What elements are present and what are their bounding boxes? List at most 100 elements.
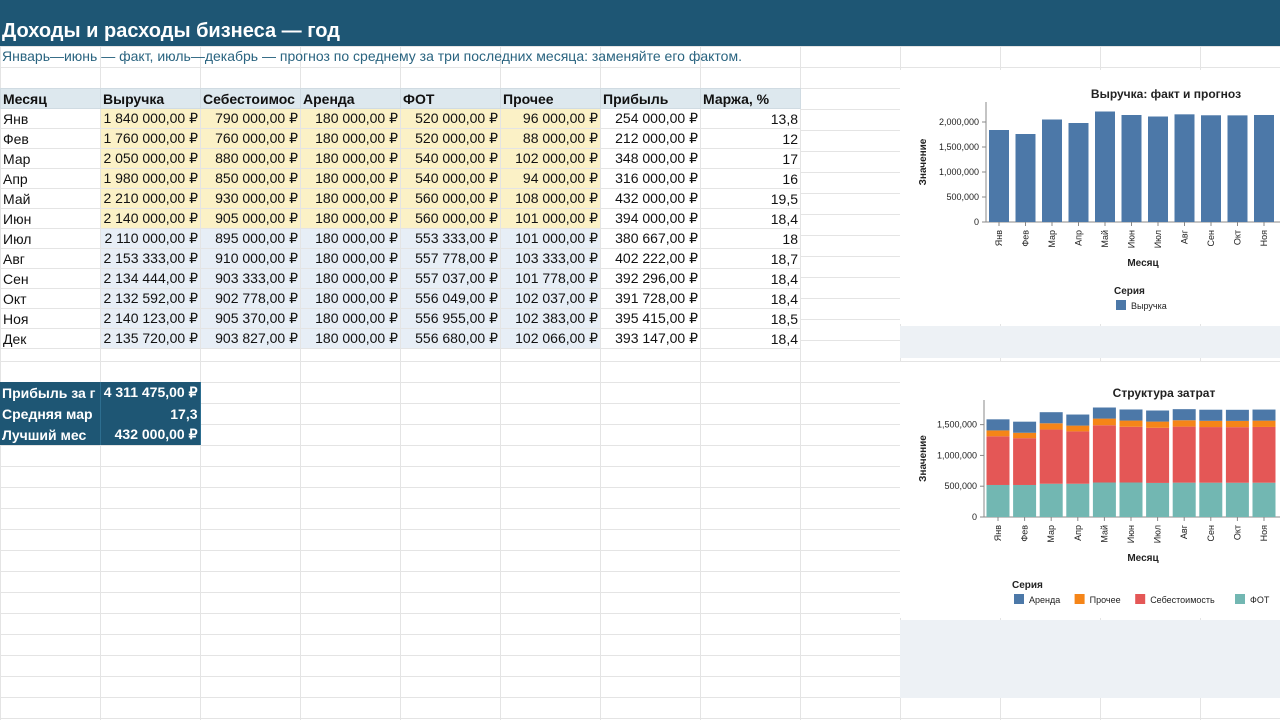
value-cell[interactable]: 101 000,00 ₽ <box>500 228 601 249</box>
value-cell[interactable]: 2 134 444,00 ₽ <box>100 268 201 289</box>
value-cell[interactable]: 850 000,00 ₽ <box>200 168 301 189</box>
column-header[interactable]: ФОТ <box>400 88 501 109</box>
value-cell[interactable]: 902 778,00 ₽ <box>200 288 301 309</box>
value-cell[interactable]: 102 066,00 ₽ <box>500 328 601 349</box>
value-cell[interactable]: 880 000,00 ₽ <box>200 148 301 169</box>
value-cell[interactable]: 790 000,00 ₽ <box>200 108 301 129</box>
value-cell[interactable]: 520 000,00 ₽ <box>400 108 501 129</box>
value-cell[interactable]: 316 000,00 ₽ <box>600 168 701 189</box>
value-cell[interactable]: 18,4 <box>700 268 801 289</box>
value-cell[interactable]: 557 778,00 ₽ <box>400 248 501 269</box>
summary-value[interactable]: 432 000,00 ₽ <box>100 424 201 445</box>
value-cell[interactable]: 895 000,00 ₽ <box>200 228 301 249</box>
revenue-chart[interactable]: Выручка: факт и прогноз 0 500,000 1,000,000… <box>900 70 1280 324</box>
value-cell[interactable]: 553 333,00 ₽ <box>400 228 501 249</box>
value-cell[interactable]: 17 <box>700 148 801 169</box>
value-cell[interactable]: 392 296,00 ₽ <box>600 268 701 289</box>
value-cell[interactable]: 540 000,00 ₽ <box>400 148 501 169</box>
value-cell[interactable]: 13,8 <box>700 108 801 129</box>
value-cell[interactable]: 393 147,00 ₽ <box>600 328 701 349</box>
month-cell[interactable]: Апр <box>0 168 101 189</box>
value-cell[interactable]: 180 000,00 ₽ <box>300 128 401 149</box>
value-cell[interactable]: 103 333,00 ₽ <box>500 248 601 269</box>
value-cell[interactable]: 557 037,00 ₽ <box>400 268 501 289</box>
value-cell[interactable]: 2 140 123,00 ₽ <box>100 308 201 329</box>
month-cell[interactable]: Май <box>0 188 101 209</box>
value-cell[interactable]: 760 000,00 ₽ <box>200 128 301 149</box>
value-cell[interactable]: 18,4 <box>700 288 801 309</box>
value-cell[interactable]: 180 000,00 ₽ <box>300 308 401 329</box>
value-cell[interactable]: 380 667,00 ₽ <box>600 228 701 249</box>
value-cell[interactable]: 2 210 000,00 ₽ <box>100 188 201 209</box>
column-header[interactable]: Аренда <box>300 88 401 109</box>
value-cell[interactable]: 2 135 720,00 ₽ <box>100 328 201 349</box>
value-cell[interactable]: 96 000,00 ₽ <box>500 108 601 129</box>
value-cell[interactable]: 402 222,00 ₽ <box>600 248 701 269</box>
column-header[interactable]: Прочее <box>500 88 601 109</box>
value-cell[interactable]: 19,5 <box>700 188 801 209</box>
value-cell[interactable]: 391 728,00 ₽ <box>600 288 701 309</box>
value-cell[interactable]: 394 000,00 ₽ <box>600 208 701 229</box>
column-header[interactable]: Выручка <box>100 88 201 109</box>
value-cell[interactable]: 432 000,00 ₽ <box>600 188 701 209</box>
value-cell[interactable]: 180 000,00 ₽ <box>300 188 401 209</box>
value-cell[interactable]: 101 778,00 ₽ <box>500 268 601 289</box>
value-cell[interactable]: 88 000,00 ₽ <box>500 128 601 149</box>
value-cell[interactable]: 18,4 <box>700 328 801 349</box>
value-cell[interactable]: 903 333,00 ₽ <box>200 268 301 289</box>
value-cell[interactable]: 930 000,00 ₽ <box>200 188 301 209</box>
month-cell[interactable]: Ноя <box>0 308 101 329</box>
value-cell[interactable]: 180 000,00 ₽ <box>300 208 401 229</box>
month-cell[interactable]: Июл <box>0 228 101 249</box>
value-cell[interactable]: 2 132 592,00 ₽ <box>100 288 201 309</box>
value-cell[interactable]: 180 000,00 ₽ <box>300 108 401 129</box>
value-cell[interactable]: 910 000,00 ₽ <box>200 248 301 269</box>
month-cell[interactable]: Июн <box>0 208 101 229</box>
column-header[interactable]: Месяц <box>0 88 101 109</box>
value-cell[interactable]: 18,7 <box>700 248 801 269</box>
month-cell[interactable]: Мар <box>0 148 101 169</box>
value-cell[interactable]: 94 000,00 ₽ <box>500 168 601 189</box>
value-cell[interactable]: 180 000,00 ₽ <box>300 288 401 309</box>
costs-chart[interactable]: Структура затрат 0 500,000 1,000,000 1,500,0… <box>900 362 1280 618</box>
value-cell[interactable]: 556 955,00 ₽ <box>400 308 501 329</box>
value-cell[interactable]: 102 000,00 ₽ <box>500 148 601 169</box>
month-cell[interactable]: Авг <box>0 248 101 269</box>
value-cell[interactable]: 16 <box>700 168 801 189</box>
sheet-title[interactable]: Доходы и расходы бизнеса — год <box>2 20 340 42</box>
value-cell[interactable]: 254 000,00 ₽ <box>600 108 701 129</box>
value-cell[interactable]: 102 037,00 ₽ <box>500 288 601 309</box>
value-cell[interactable]: 180 000,00 ₽ <box>300 168 401 189</box>
value-cell[interactable]: 540 000,00 ₽ <box>400 168 501 189</box>
month-cell[interactable]: Фев <box>0 128 101 149</box>
month-cell[interactable]: Сен <box>0 268 101 289</box>
value-cell[interactable]: 18 <box>700 228 801 249</box>
value-cell[interactable]: 180 000,00 ₽ <box>300 148 401 169</box>
value-cell[interactable]: 556 680,00 ₽ <box>400 328 501 349</box>
column-header[interactable]: Прибыль <box>600 88 701 109</box>
value-cell[interactable]: 2 153 333,00 ₽ <box>100 248 201 269</box>
value-cell[interactable]: 18,4 <box>700 208 801 229</box>
value-cell[interactable]: 180 000,00 ₽ <box>300 328 401 349</box>
value-cell[interactable]: 520 000,00 ₽ <box>400 128 501 149</box>
month-cell[interactable]: Дек <box>0 328 101 349</box>
value-cell[interactable]: 2 110 000,00 ₽ <box>100 228 201 249</box>
value-cell[interactable]: 101 000,00 ₽ <box>500 208 601 229</box>
value-cell[interactable]: 2 050 000,00 ₽ <box>100 148 201 169</box>
value-cell[interactable]: 560 000,00 ₽ <box>400 208 501 229</box>
value-cell[interactable]: 180 000,00 ₽ <box>300 248 401 269</box>
column-header[interactable]: Себестоимос <box>200 88 301 109</box>
month-cell[interactable]: Янв <box>0 108 101 129</box>
value-cell[interactable]: 348 000,00 ₽ <box>600 148 701 169</box>
value-cell[interactable]: 2 140 000,00 ₽ <box>100 208 201 229</box>
value-cell[interactable]: 102 383,00 ₽ <box>500 308 601 329</box>
column-header[interactable]: Маржа, % <box>700 88 801 109</box>
summary-label[interactable]: Лучший мес <box>0 424 101 445</box>
sheet-subtitle[interactable]: Январь—июнь — факт, июль—декабрь — прогн… <box>2 48 742 64</box>
value-cell[interactable]: 905 370,00 ₽ <box>200 308 301 329</box>
summary-label[interactable]: Средняя мар <box>0 403 101 424</box>
value-cell[interactable]: 180 000,00 ₽ <box>300 268 401 289</box>
month-cell[interactable]: Окт <box>0 288 101 309</box>
value-cell[interactable]: 903 827,00 ₽ <box>200 328 301 349</box>
value-cell[interactable]: 395 415,00 ₽ <box>600 308 701 329</box>
